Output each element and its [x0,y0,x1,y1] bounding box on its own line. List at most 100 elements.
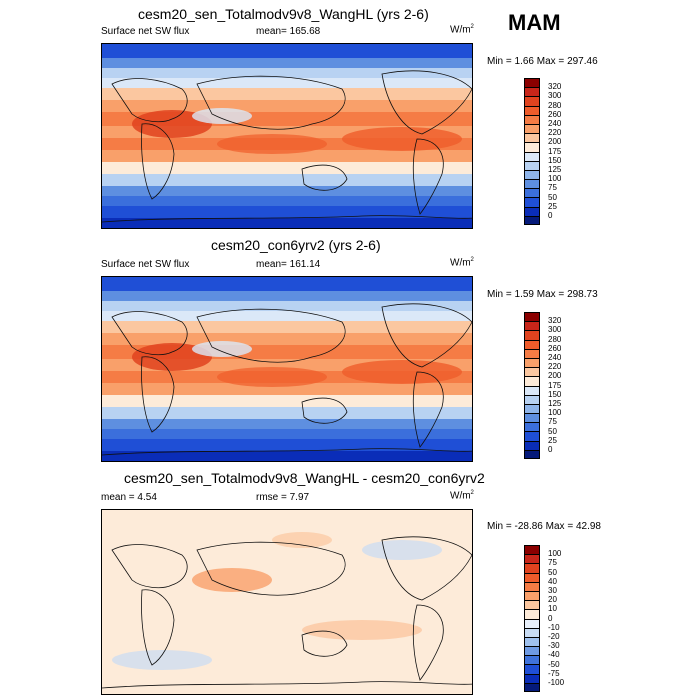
panel2-colorbar-swatch [524,339,540,349]
panel2-coastline [102,448,472,456]
panel1-band [102,186,472,196]
panel2-max-value: 298.73 [567,289,598,300]
panel1-units-base: W/m [450,24,471,36]
panel2-colorbar-tick: 320 [548,316,562,326]
panel1-colorbar-swatch [524,160,540,170]
panel1-colorbar-swatch [524,206,540,216]
panel3-units-exp: 2 [470,490,474,496]
panel2-band [102,407,472,419]
panel2-colorbar-tick: 300 [548,325,562,335]
panel3-coastline [301,630,348,657]
panel2-colorbar-swatch [524,413,540,423]
panel3-colorbar-tick: -20 [548,632,560,641]
panel1-band [102,162,472,174]
panel1-field [102,44,472,228]
panel2-band [102,311,472,321]
panel2-colorbar-swatch [524,403,540,414]
panel3-min-label: Min = [487,521,512,532]
panel3-colorbar-swatch [524,655,540,665]
panel2-units-exp: 2 [470,257,474,263]
panel3-colorbar-swatch [524,600,540,610]
panel1-colorbar-swatch [524,197,540,207]
panel1-colorbar-tick: 280 [548,100,562,110]
panel1-max-value: 297.46 [567,56,598,67]
panel2-warm-region [217,367,327,387]
panel3-negative-region [362,540,442,560]
panel2-coastline [141,356,175,433]
panel3-colorbar-tick: 10 [548,604,557,614]
panel1-colorbar-tick: 0 [548,211,553,220]
panel2-coastline [196,308,346,363]
panel3-min-value: -28.86 [514,521,543,532]
panel1-min-label: Min = [487,56,512,67]
panel3-colorbar-swatch [524,554,540,564]
panel3-colorbar-swatch [524,545,540,555]
panel3-variable: mean = 4.54 [101,492,157,503]
panel3-colorbar-swatch [524,563,540,573]
panel2-colorbar-tick: 100 [548,408,562,418]
panel1-warm-region [132,110,212,138]
panel3-colorbar-tick: 40 [548,576,557,586]
panel1-colorbar-tick: 320 [548,82,562,92]
panel2-variable: Surface net SW flux [101,259,190,270]
panel2-min-value: 1.59 [514,289,534,300]
panel2-band [102,451,472,461]
panel2-colorbar-tick: 25 [548,435,557,445]
panel3-stat-label: rmse = [256,492,287,503]
panel1-coastline [102,215,472,223]
panel3-colorbar-tick: 50 [548,567,557,577]
panel2-colorbar-tick: 240 [548,353,562,362]
panel3-coastline [412,604,444,681]
panel2-colorbar-tick: 280 [548,334,562,344]
panel2-colorbar-tick: 260 [548,343,562,353]
panel2-band [102,419,472,429]
panel1-stat-value: 165.68 [289,26,321,37]
panel3-colorbar-tick: -100 [548,678,565,687]
panel1-band [102,44,472,58]
panel3-coastline [196,541,346,596]
panel1-coastline [412,138,444,215]
panel3-colorbar-tick: 100 [548,549,562,559]
panel1-coastline [141,123,175,200]
panel3-colorbar-swatch [524,618,540,628]
panel1-colorbar-tick: 150 [548,155,562,165]
panel3-coastline [102,681,472,689]
panel2-band [102,395,472,407]
panel1-max-label: Max = [536,56,565,67]
panel2-colorbar-swatch [524,385,540,395]
panel2-colorbar-swatch [524,440,540,450]
panel1-colorbar-swatch [524,78,540,88]
panel1-colorbar-tick: 25 [548,201,557,211]
panel1-colorbar-tick: 100 [548,174,562,184]
panel1-colorbar [524,78,540,225]
panel1-colorbar-tick: 75 [548,183,557,193]
panel2-colorbar-tick: 125 [548,399,562,408]
panel3-negative-region [112,650,212,670]
panel1-colorbar-tick: 50 [548,192,557,202]
panel2-band [102,439,472,451]
panel1-warm-region [342,127,462,151]
panel3-colorbar-tick: 75 [548,558,557,568]
panel1-colorbar-tick: 220 [548,128,562,138]
panel1-band [102,218,472,228]
panel2-colorbar-swatch [524,348,540,358]
panel2-band [102,277,472,291]
panel3-colorbar-tick: 20 [548,595,557,605]
panel2-min-label: Min = [487,289,512,300]
panel2-colorbar-swatch [524,431,540,441]
panel3-max-value: 42.98 [575,521,601,532]
panel1-colorbar-tick: 200 [548,137,562,147]
panel1-warm-region [217,134,327,154]
panel3-units-base: W/m [450,490,471,502]
panel1-colorbar-swatch [524,96,540,106]
panel2-colorbar-tick: 150 [548,389,562,399]
panel2-stat: mean= 161.14 [256,259,320,270]
panel1-coastline [196,75,346,130]
panel2-warm-region [132,343,212,371]
panel3-positive-region [302,620,422,640]
panel1-stat-label: mean= [256,26,287,37]
panel3-colorbar-swatch [524,682,540,692]
panel2-cloud-region [192,341,252,357]
panel2-colorbar-swatch [524,312,540,322]
panel2-stat-label: mean= [256,259,287,270]
